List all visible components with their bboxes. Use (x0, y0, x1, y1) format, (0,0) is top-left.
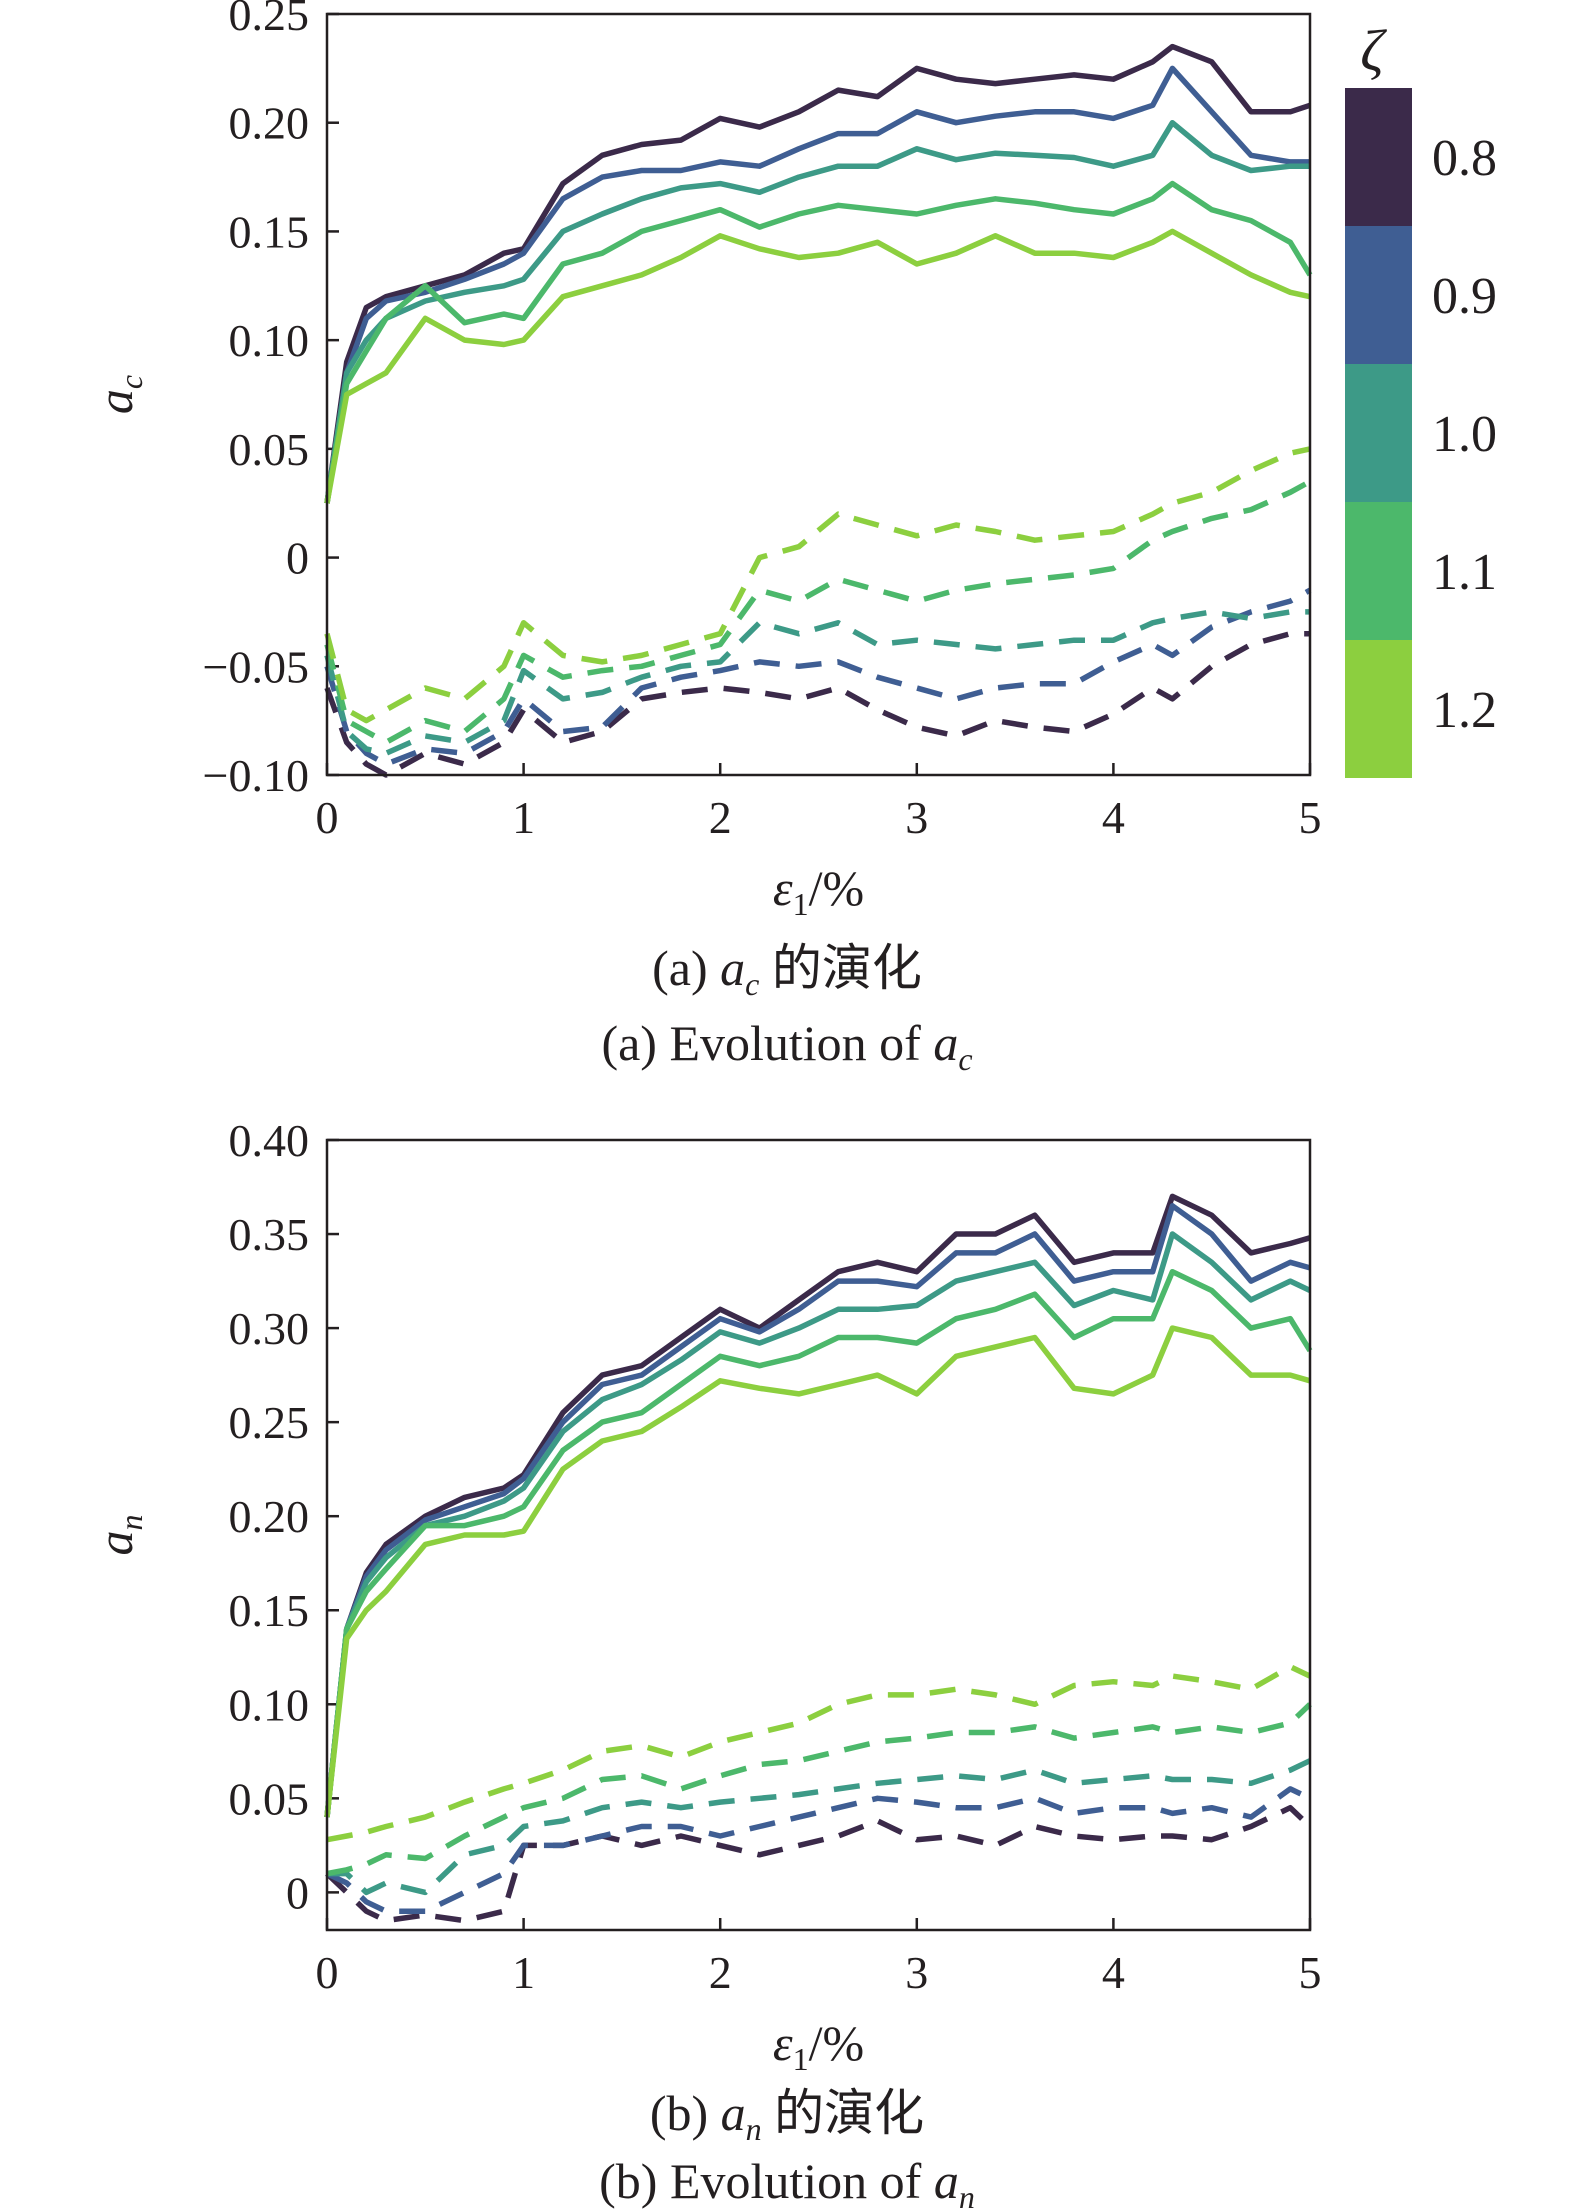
chart-panel-a: 0 1 2 3 4 5 −0.10 −0.05 0 0.05 0.10 0.15 0.20 0.25 ac… (87, 0, 1322, 1077)
series-line-solid-zeta-0-8 (324, 1193, 1311, 1818)
axis-ticks-b: 0 1 2 3 4 5 0 0.05 0.10 0.15 0.20 0.25 0.30 0.35 0.40 (229, 1115, 1322, 1998)
y-tick-label: 0.15 (229, 206, 310, 257)
colorbar-label: 1.2 (1432, 682, 1497, 739)
caption-cn-b: (b) an 的演化 (650, 2085, 924, 2147)
y-tick-label: 0 (286, 1867, 309, 1918)
y-tick-label: 0.15 (229, 1585, 310, 1636)
y-tick-label: 0.05 (229, 1773, 310, 1824)
caption-en-b: (b) Evolution of an (599, 2153, 975, 2211)
y-tick-label: 0.20 (229, 1491, 310, 1542)
colorbar-swatch-1-2 (1345, 640, 1412, 778)
x-tick-label: 2 (709, 792, 732, 843)
x-tick-label: 2 (709, 1947, 732, 1998)
x-tick-label: 0 (316, 1947, 339, 1998)
colorbar-label: 1.1 (1432, 544, 1497, 601)
series-line-dashed-zeta-0-8 (325, 1804, 1312, 1924)
colorbar-swatch-1-0 (1345, 364, 1412, 502)
series-line-solid-zeta-0-9 (324, 1203, 1311, 1818)
x-tick-label: 4 (1102, 1947, 1125, 1998)
y-axis-label-b: an (87, 1515, 149, 1556)
series-line-dashed-zeta-1-0 (324, 609, 1310, 757)
series-line-solid-zeta-0-9 (324, 65, 1310, 504)
x-tick-label: 1 (512, 792, 535, 843)
y-tick-label: −0.05 (203, 641, 309, 692)
x-tick-label: 5 (1299, 792, 1322, 843)
y-tick-label: 0.25 (229, 0, 310, 40)
series-line-dashed-zeta-0-9 (325, 1786, 1312, 1914)
x-tick-label: 0 (316, 792, 339, 843)
colorbar-swatch-1-1 (1345, 502, 1412, 640)
x-tick-label: 3 (905, 1947, 928, 1998)
series-lines-b (324, 1193, 1313, 1924)
caption-cn-a: (a) ac 的演化 (652, 940, 922, 1002)
y-tick-label: 0.40 (229, 1115, 310, 1166)
colorbar-label: 1.0 (1432, 406, 1497, 463)
series-line-solid-zeta-1-2 (324, 228, 1311, 504)
colorbar-title: ζ (1360, 18, 1387, 83)
y-tick-label: 0.30 (229, 1303, 310, 1354)
series-line-dashed-zeta-0-8 (324, 630, 1310, 778)
plot-frame-b (325, 1138, 1312, 1932)
series-lines-a (324, 43, 1313, 778)
series-line-solid-zeta-0-8 (324, 43, 1311, 504)
series-line-solid-zeta-1-0 (324, 1231, 1312, 1818)
x-tick-label: 5 (1299, 1947, 1322, 1998)
colorbar-swatch-0-9 (1345, 226, 1412, 364)
y-tick-label: 0.35 (229, 1209, 310, 1260)
y-axis-label-a: ac (87, 375, 149, 414)
y-tick-label: 0.25 (229, 1397, 310, 1448)
x-tick-label: 3 (905, 792, 928, 843)
series-line-dashed-zeta-0-9 (324, 587, 1312, 767)
series-line-dashed-zeta-1-1 (326, 1702, 1312, 1877)
colorbar-swatch-0-8 (1345, 88, 1412, 226)
plot-frame-a (325, 12, 1312, 777)
y-tick-label: 0.20 (229, 98, 310, 149)
colorbar: ζ 0.8 0.9 1.0 1.1 1.2 (1345, 18, 1497, 778)
series-line-solid-zeta-1-1 (324, 1268, 1313, 1818)
y-tick-label: 0.10 (229, 315, 310, 366)
x-axis-label-a: ε1/% (773, 860, 864, 922)
series-line-dashed-zeta-1-2 (324, 446, 1311, 724)
y-tick-label: 0 (286, 533, 309, 584)
series-line-dashed-zeta-1-1 (324, 479, 1312, 746)
series-line-solid-zeta-1-1 (324, 180, 1313, 504)
x-tick-label: 4 (1102, 792, 1125, 843)
x-tick-label: 1 (512, 1947, 535, 1998)
series-line-dashed-zeta-1-0 (327, 1758, 1312, 1896)
colorbar-label: 0.8 (1432, 130, 1497, 187)
x-axis-label-b: ε1/% (773, 2015, 864, 2077)
colorbar-label: 0.9 (1432, 268, 1497, 325)
series-line-dashed-zeta-1-2 (326, 1663, 1312, 1843)
y-tick-label: 0.10 (229, 1679, 310, 1730)
axis-ticks-a: 0 1 2 3 4 5 −0.10 −0.05 0 0.05 0.10 0.15 0.20 0.25 (203, 0, 1322, 843)
y-tick-label: 0.05 (229, 424, 310, 475)
series-line-solid-zeta-1-0 (324, 119, 1310, 504)
colorbar-swatches: 0.8 0.9 1.0 1.1 1.2 (1345, 88, 1497, 778)
caption-en-a: (a) Evolution of ac (601, 1015, 972, 1077)
y-tick-label: −0.10 (203, 750, 309, 801)
chart-panel-b: 0 1 2 3 4 500.050.100.150.200.250.300.350.40 … (87, 1115, 1322, 2211)
series-line-solid-zeta-1-2 (324, 1325, 1311, 1818)
